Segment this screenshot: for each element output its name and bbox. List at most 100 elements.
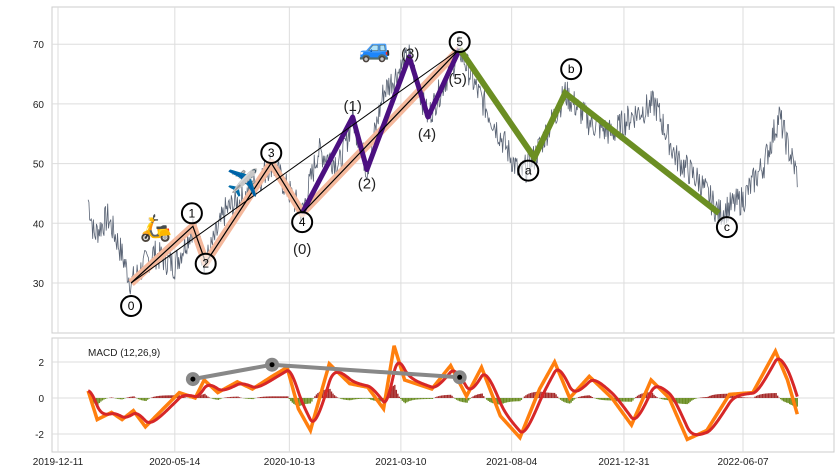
- macd-histogram-bar: [790, 398, 792, 405]
- macd-histogram-bar: [314, 396, 316, 398]
- macd-histogram-bar: [724, 393, 726, 398]
- macd-histogram-bar: [626, 398, 628, 402]
- macd-histogram-bar: [184, 397, 187, 398]
- macd-histogram-bar: [205, 395, 208, 398]
- macd-histogram-bar: [290, 398, 292, 402]
- macd-histogram-bar: [677, 398, 679, 404]
- macd-histogram-bar: [183, 396, 185, 398]
- macd-histogram-bar: [217, 398, 220, 400]
- macd-histogram-bar: [562, 398, 565, 402]
- macd-histogram-bar: [362, 398, 364, 399]
- macd-histogram-bar: [570, 398, 572, 403]
- x-tick-label: 2019-12-11: [33, 457, 84, 468]
- macd-histogram-bar: [220, 398, 223, 399]
- macd-histogram-bar: [416, 398, 419, 400]
- macd-histogram-bar: [516, 398, 518, 402]
- macd-histogram-bar: [198, 396, 200, 398]
- scooter-icon: 🛵: [140, 212, 172, 243]
- macd-histogram-bar: [718, 394, 720, 398]
- wave-label-circle: [517, 159, 540, 182]
- macd-histogram-bar: [707, 396, 710, 398]
- macd-histogram-bar: [639, 394, 642, 398]
- macd-histogram-bar: [470, 397, 473, 398]
- macd-histogram-bar: [621, 398, 624, 402]
- macd-histogram-bar: [353, 398, 355, 400]
- macd-histogram-bar: [564, 398, 566, 403]
- macd-histogram-bar: [684, 398, 687, 405]
- macd-histogram-bar: [579, 396, 581, 398]
- macd-histogram-bar: [281, 396, 283, 398]
- macd-histogram-bar: [754, 396, 756, 398]
- macd-histogram-bar: [436, 396, 438, 398]
- macd-histogram-bar: [315, 394, 318, 398]
- macd-histogram-bar: [418, 398, 420, 400]
- macd-histogram-bar: [306, 398, 309, 404]
- macd-histogram-bar: [776, 395, 779, 398]
- macd-histogram-bar: [523, 396, 526, 398]
- macd-histogram-bar: [608, 398, 610, 401]
- macd-histogram-bar: [232, 396, 235, 398]
- macd-histogram-bar: [742, 397, 744, 398]
- macd-histogram-bar: [688, 398, 690, 404]
- macd-histogram-bar: [100, 398, 102, 402]
- macd-histogram-bar: [531, 392, 533, 398]
- wave-label-c: c: [724, 220, 730, 234]
- macd-histogram-bar: [597, 398, 599, 400]
- macd-histogram-bar: [344, 398, 346, 400]
- divergence-point-center: [269, 362, 275, 368]
- macd-histogram-bar: [137, 398, 140, 400]
- macd-histogram-bar: [151, 397, 153, 398]
- macd-histogram-bar: [391, 387, 393, 398]
- macd-histogram-bar: [587, 395, 589, 398]
- macd-histogram-bar: [559, 398, 562, 400]
- sub-wave-label: (1): [343, 98, 361, 115]
- macd-histogram-bar: [782, 398, 785, 402]
- macd-histogram-bar: [202, 394, 205, 398]
- macd-histogram-bar: [309, 398, 312, 404]
- macd-histogram-bar: [284, 396, 286, 398]
- macd-histogram-bar: [606, 398, 609, 401]
- macd-histogram-bar: [143, 398, 146, 401]
- macd-histogram-bar: [265, 396, 268, 398]
- macd-histogram-bar: [229, 396, 232, 398]
- macd-histogram-bar: [725, 393, 728, 398]
- macd-histogram-bar: [443, 395, 446, 398]
- macd-histogram-bar: [760, 394, 762, 398]
- macd-histogram-bar: [279, 396, 281, 398]
- macd-histogram-bar: [534, 392, 536, 398]
- macd-y-tick: 2: [38, 358, 44, 369]
- macd-histogram-bar: [740, 397, 743, 398]
- macd-histogram-bar: [259, 397, 262, 398]
- macd-histogram-bar: [371, 398, 373, 401]
- macd-histogram-bar: [659, 398, 661, 399]
- macd-histogram-bar: [460, 398, 462, 402]
- macd-histogram-bar: [347, 398, 349, 401]
- macd-histogram-bar: [787, 398, 789, 404]
- x-tick-label: 2022-06-07: [717, 457, 769, 468]
- wave-label-circle: [180, 202, 203, 225]
- macd-histogram-bar: [440, 395, 443, 398]
- macd-histogram-bar: [342, 398, 345, 400]
- macd-histogram-bar: [603, 398, 606, 401]
- macd-histogram-bar: [166, 395, 168, 398]
- macd-histogram-bar: [641, 393, 643, 398]
- macd-histogram-bar: [401, 398, 404, 401]
- macd-histogram-bar: [148, 398, 150, 399]
- macd-histogram-bar: [602, 398, 604, 401]
- price-panel: [51, 6, 835, 334]
- macd-histogram-bar: [275, 396, 277, 398]
- macd-histogram-bar: [285, 396, 287, 398]
- macd-histogram-bar: [169, 395, 171, 398]
- macd-histogram-bar: [588, 395, 590, 398]
- macd-histogram-bar: [555, 394, 557, 398]
- macd-histogram-bar: [514, 398, 517, 402]
- macd-histogram-bar: [721, 393, 723, 398]
- macd-histogram-bar: [419, 398, 422, 400]
- macd-histogram-bar: [513, 398, 515, 402]
- macd-histogram-bar: [395, 389, 398, 398]
- macd-histogram-bar: [305, 398, 307, 405]
- airplane-icon: ✈️: [226, 167, 258, 198]
- x-tick-label: 2021-03-10: [375, 457, 427, 468]
- macd-histogram-bar: [544, 392, 547, 398]
